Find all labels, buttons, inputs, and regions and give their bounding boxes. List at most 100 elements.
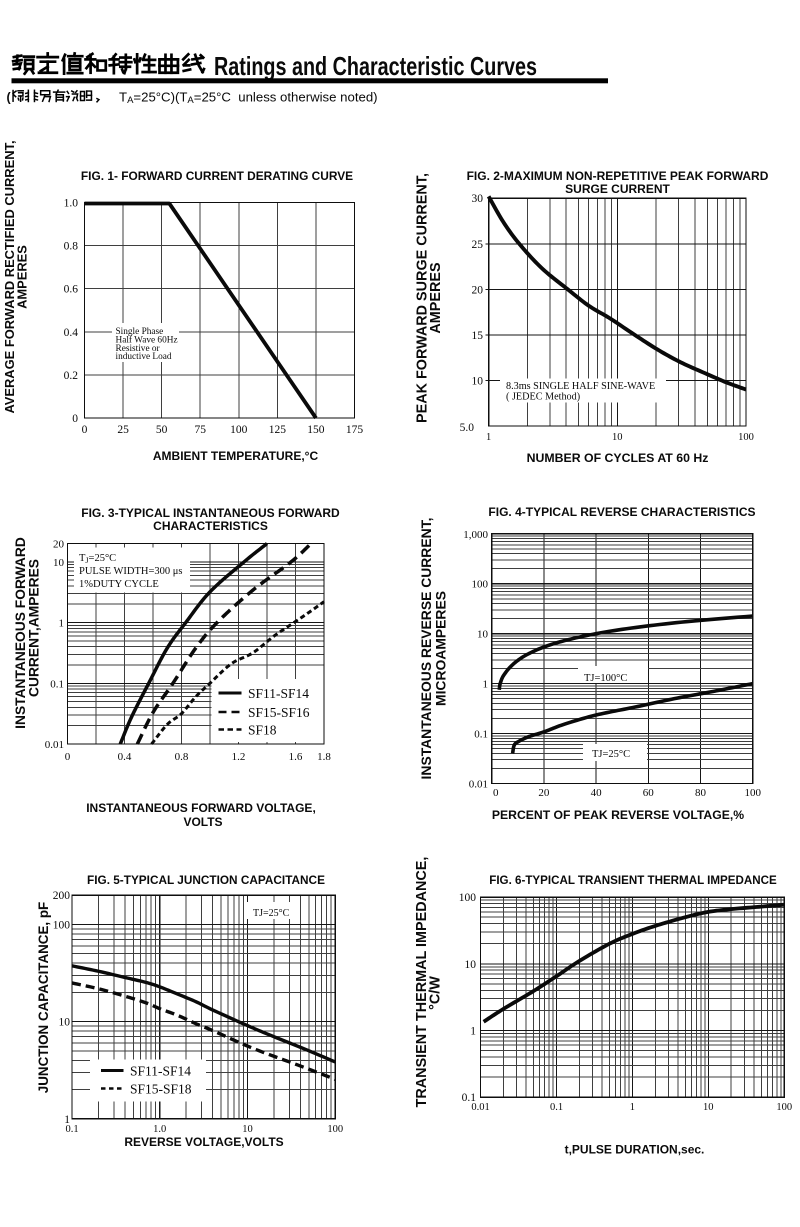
svg-text:100: 100 (776, 1102, 792, 1113)
svg-text:10: 10 (53, 557, 65, 569)
svg-text:AMBIENT TEMPERATURE,°C: AMBIENT TEMPERATURE,°C (153, 449, 319, 463)
svg-text:°C/W: °C/W (428, 976, 444, 1010)
svg-text:(: ( (7, 91, 12, 105)
svg-text:SF15-SF18: SF15-SF18 (130, 1082, 192, 1097)
svg-text:Half Wave 60Hz: Half Wave 60Hz (116, 334, 178, 345)
svg-text:0: 0 (65, 751, 71, 763)
svg-text:30: 30 (472, 193, 484, 205)
svg-text:1: 1 (59, 618, 65, 630)
svg-text:100: 100 (230, 424, 248, 436)
svg-text:CURRENT,AMPERES: CURRENT,AMPERES (27, 559, 42, 697)
svg-text:1: 1 (630, 1102, 635, 1113)
svg-text:0: 0 (82, 424, 88, 436)
svg-text:0.01: 0.01 (469, 779, 488, 791)
svg-text:FIG. 3-TYPICAL INSTANTANEOUS F: FIG. 3-TYPICAL INSTANTANEOUS FORWARD (81, 506, 340, 520)
svg-text:SF15-SF16: SF15-SF16 (248, 705, 310, 720)
svg-text:1.8: 1.8 (317, 751, 331, 763)
svg-text:TJ=25°C: TJ=25°C (79, 553, 116, 565)
svg-text:1: 1 (483, 679, 489, 691)
svg-text:CHARACTERISTICS: CHARACTERISTICS (153, 519, 268, 533)
svg-text:0.8: 0.8 (64, 241, 79, 253)
svg-text:SF11-SF14: SF11-SF14 (248, 686, 309, 701)
svg-text:8.3ms SINGLE HALF SINE-WAVE: 8.3ms SINGLE HALF SINE-WAVE (506, 381, 655, 392)
svg-text:PEAK FORWARD SURGE CURRENT,: PEAK FORWARD SURGE CURRENT, (415, 173, 431, 423)
svg-text:SF18: SF18 (248, 723, 277, 738)
svg-text:100: 100 (53, 920, 71, 932)
svg-text:0.8: 0.8 (175, 751, 189, 763)
svg-text:INSTANTANEOUS FORWARD VOLTAGE,: INSTANTANEOUS FORWARD VOLTAGE, (86, 801, 316, 815)
svg-text:REVERSE VOLTAGE,VOLTS: REVERSE VOLTAGE,VOLTS (124, 1135, 283, 1149)
svg-text:10: 10 (59, 1017, 71, 1029)
svg-text:1%DUTY CYCLE: 1%DUTY CYCLE (79, 579, 159, 590)
svg-text:5.0: 5.0 (460, 422, 475, 434)
svg-text:INSTANTANEOUS REVERSE CURRENT,: INSTANTANEOUS REVERSE CURRENT, (418, 518, 434, 780)
svg-text:1: 1 (64, 1114, 70, 1126)
svg-text:TJ=25°C: TJ=25°C (253, 908, 290, 919)
svg-text:0.1: 0.1 (50, 678, 64, 690)
svg-text:TJ=25°C: TJ=25°C (592, 749, 630, 760)
svg-text:80: 80 (695, 787, 707, 799)
svg-text:0.4: 0.4 (118, 751, 132, 763)
svg-text:0: 0 (493, 787, 499, 799)
svg-text:40: 40 (591, 787, 603, 799)
svg-text:1.2: 1.2 (232, 751, 246, 763)
svg-text:175: 175 (346, 424, 364, 436)
svg-text:INSTANTANEOUS FORWARD: INSTANTANEOUS FORWARD (13, 537, 28, 729)
svg-text:PERCENT OF PEAK REVERSE VOLTAG: PERCENT OF PEAK REVERSE VOLTAGE,% (492, 808, 744, 822)
svg-text:25: 25 (117, 424, 129, 436)
svg-text:10: 10 (703, 1102, 714, 1113)
svg-text:TJ=100°C: TJ=100°C (584, 673, 627, 684)
svg-text:Ratings and Characteristic Cur: Ratings and Characteristic Curves (214, 51, 537, 81)
svg-text:( JEDEC Method): ( JEDEC Method) (506, 392, 580, 403)
svg-text:1: 1 (486, 432, 491, 443)
svg-text:JUNCTION CAPACITANCE, pF: JUNCTION CAPACITANCE, pF (36, 902, 51, 1093)
svg-text:FIG. 4-TYPICAL REVERSE CHARACT: FIG. 4-TYPICAL REVERSE CHARACTERISTICS (488, 505, 755, 519)
svg-text:100: 100 (738, 432, 754, 443)
svg-text:100: 100 (472, 579, 489, 591)
svg-text:AVERAGE FORWARD RECTIFIED CURR: AVERAGE FORWARD RECTIFIED CURRENT, (2, 140, 17, 413)
svg-text:100: 100 (327, 1124, 343, 1135)
svg-text:PULSE WIDTH=300 μs: PULSE WIDTH=300 μs (79, 566, 183, 577)
svg-text:75: 75 (194, 424, 206, 436)
svg-text:Single Phase: Single Phase (116, 327, 164, 337)
svg-text:100: 100 (744, 787, 761, 799)
svg-text:0.01: 0.01 (471, 1102, 489, 1113)
svg-text:10: 10 (477, 629, 489, 641)
svg-text:1,000: 1,000 (463, 529, 488, 541)
svg-text:20: 20 (538, 787, 550, 799)
svg-text:Resistive or: Resistive or (116, 344, 161, 354)
svg-text:AMPERES: AMPERES (15, 245, 30, 309)
svg-text:25: 25 (472, 239, 484, 251)
svg-text:60: 60 (643, 787, 655, 799)
svg-text:0.4: 0.4 (64, 327, 79, 339)
svg-text:0.1: 0.1 (474, 729, 488, 741)
svg-text:100: 100 (459, 892, 477, 904)
svg-text:200: 200 (53, 890, 71, 902)
svg-text:inductive Load: inductive Load (116, 352, 172, 362)
svg-text:0.1: 0.1 (550, 1102, 563, 1113)
svg-text:MICROAMPERES: MICROAMPERES (433, 591, 449, 706)
svg-text:15: 15 (472, 330, 484, 342)
svg-text:AMPERES: AMPERES (428, 262, 444, 334)
svg-text:10: 10 (472, 375, 484, 387)
svg-text:1.0: 1.0 (153, 1124, 166, 1135)
svg-text:0.2: 0.2 (64, 370, 79, 382)
svg-text:VOLTS: VOLTS (183, 815, 222, 829)
svg-text:10: 10 (242, 1124, 253, 1135)
svg-text:SURGE CURRENT: SURGE CURRENT (565, 182, 670, 196)
svg-text:20: 20 (472, 284, 484, 296)
svg-text:FIG. 5-TYPICAL JUNCTION CAPACI: FIG. 5-TYPICAL JUNCTION CAPACITANCE (87, 873, 325, 887)
svg-text:SF11-SF14: SF11-SF14 (130, 1064, 191, 1079)
svg-text:10: 10 (612, 432, 623, 443)
svg-text:1.0: 1.0 (64, 198, 79, 210)
svg-text:NUMBER OF CYCLES AT 60 Hz: NUMBER OF CYCLES AT 60 Hz (527, 451, 709, 465)
svg-text:0.6: 0.6 (64, 284, 79, 296)
svg-text:t,PULSE DURATION,sec.: t,PULSE DURATION,sec. (565, 1143, 705, 1157)
svg-text:0.1: 0.1 (65, 1124, 78, 1135)
svg-text:0.1: 0.1 (462, 1092, 477, 1104)
svg-text:FIG. 6-TYPICAL TRANSIENT THERM: FIG. 6-TYPICAL TRANSIENT THERMAL IMPEDAN… (489, 874, 777, 887)
svg-text:0: 0 (72, 413, 78, 425)
svg-text:1: 1 (470, 1025, 476, 1037)
svg-text:125: 125 (269, 424, 287, 436)
svg-text:50: 50 (156, 424, 168, 436)
